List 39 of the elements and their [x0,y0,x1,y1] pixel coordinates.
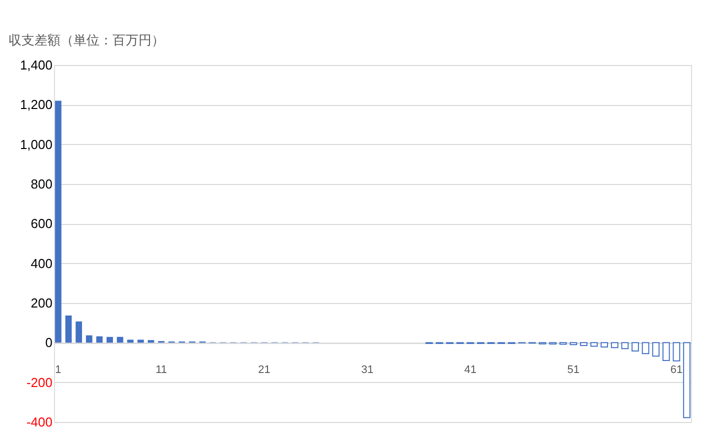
bar [600,342,608,348]
bar [148,340,154,343]
bar [610,342,618,348]
y-axis-title: 収支差額（単位：百万円） [8,32,164,48]
y-tick-label: 800 [30,176,52,192]
x-tick-label: 51 [567,364,580,376]
y-tick-label: 1,000 [20,136,52,152]
bar [106,336,113,343]
bar [137,340,144,343]
bar [590,342,598,347]
bar [580,342,588,346]
bar [76,321,82,343]
y-tick-label: 1,200 [20,97,52,112]
x-tick-label: 1 [55,364,62,376]
bar [632,342,639,352]
y-tick-label: 600 [30,216,52,232]
bar [96,336,103,343]
bar [672,342,680,362]
y-tick-label: 400 [30,256,52,271]
bar [116,336,124,343]
bar [86,335,92,343]
bar [683,342,690,418]
y-tick-label: -200 [26,374,52,390]
bar [65,315,72,343]
bar [127,340,134,343]
bar [55,100,62,343]
y-tick-label: 1,400 [20,58,52,72]
bar [662,342,670,362]
x-tick-label: 41 [464,364,477,376]
x-tick-label: 61 [670,364,683,376]
x-tick-label: 31 [361,364,374,376]
bar [642,342,650,354]
bar [621,342,629,350]
y-tick-label: -400 [26,414,52,430]
y-tick-label: 0 [45,335,52,350]
x-tick-label: 11 [156,364,167,376]
y-tick-label: 200 [30,296,52,310]
x-tick-label: 21 [258,364,270,376]
bar [652,342,660,357]
